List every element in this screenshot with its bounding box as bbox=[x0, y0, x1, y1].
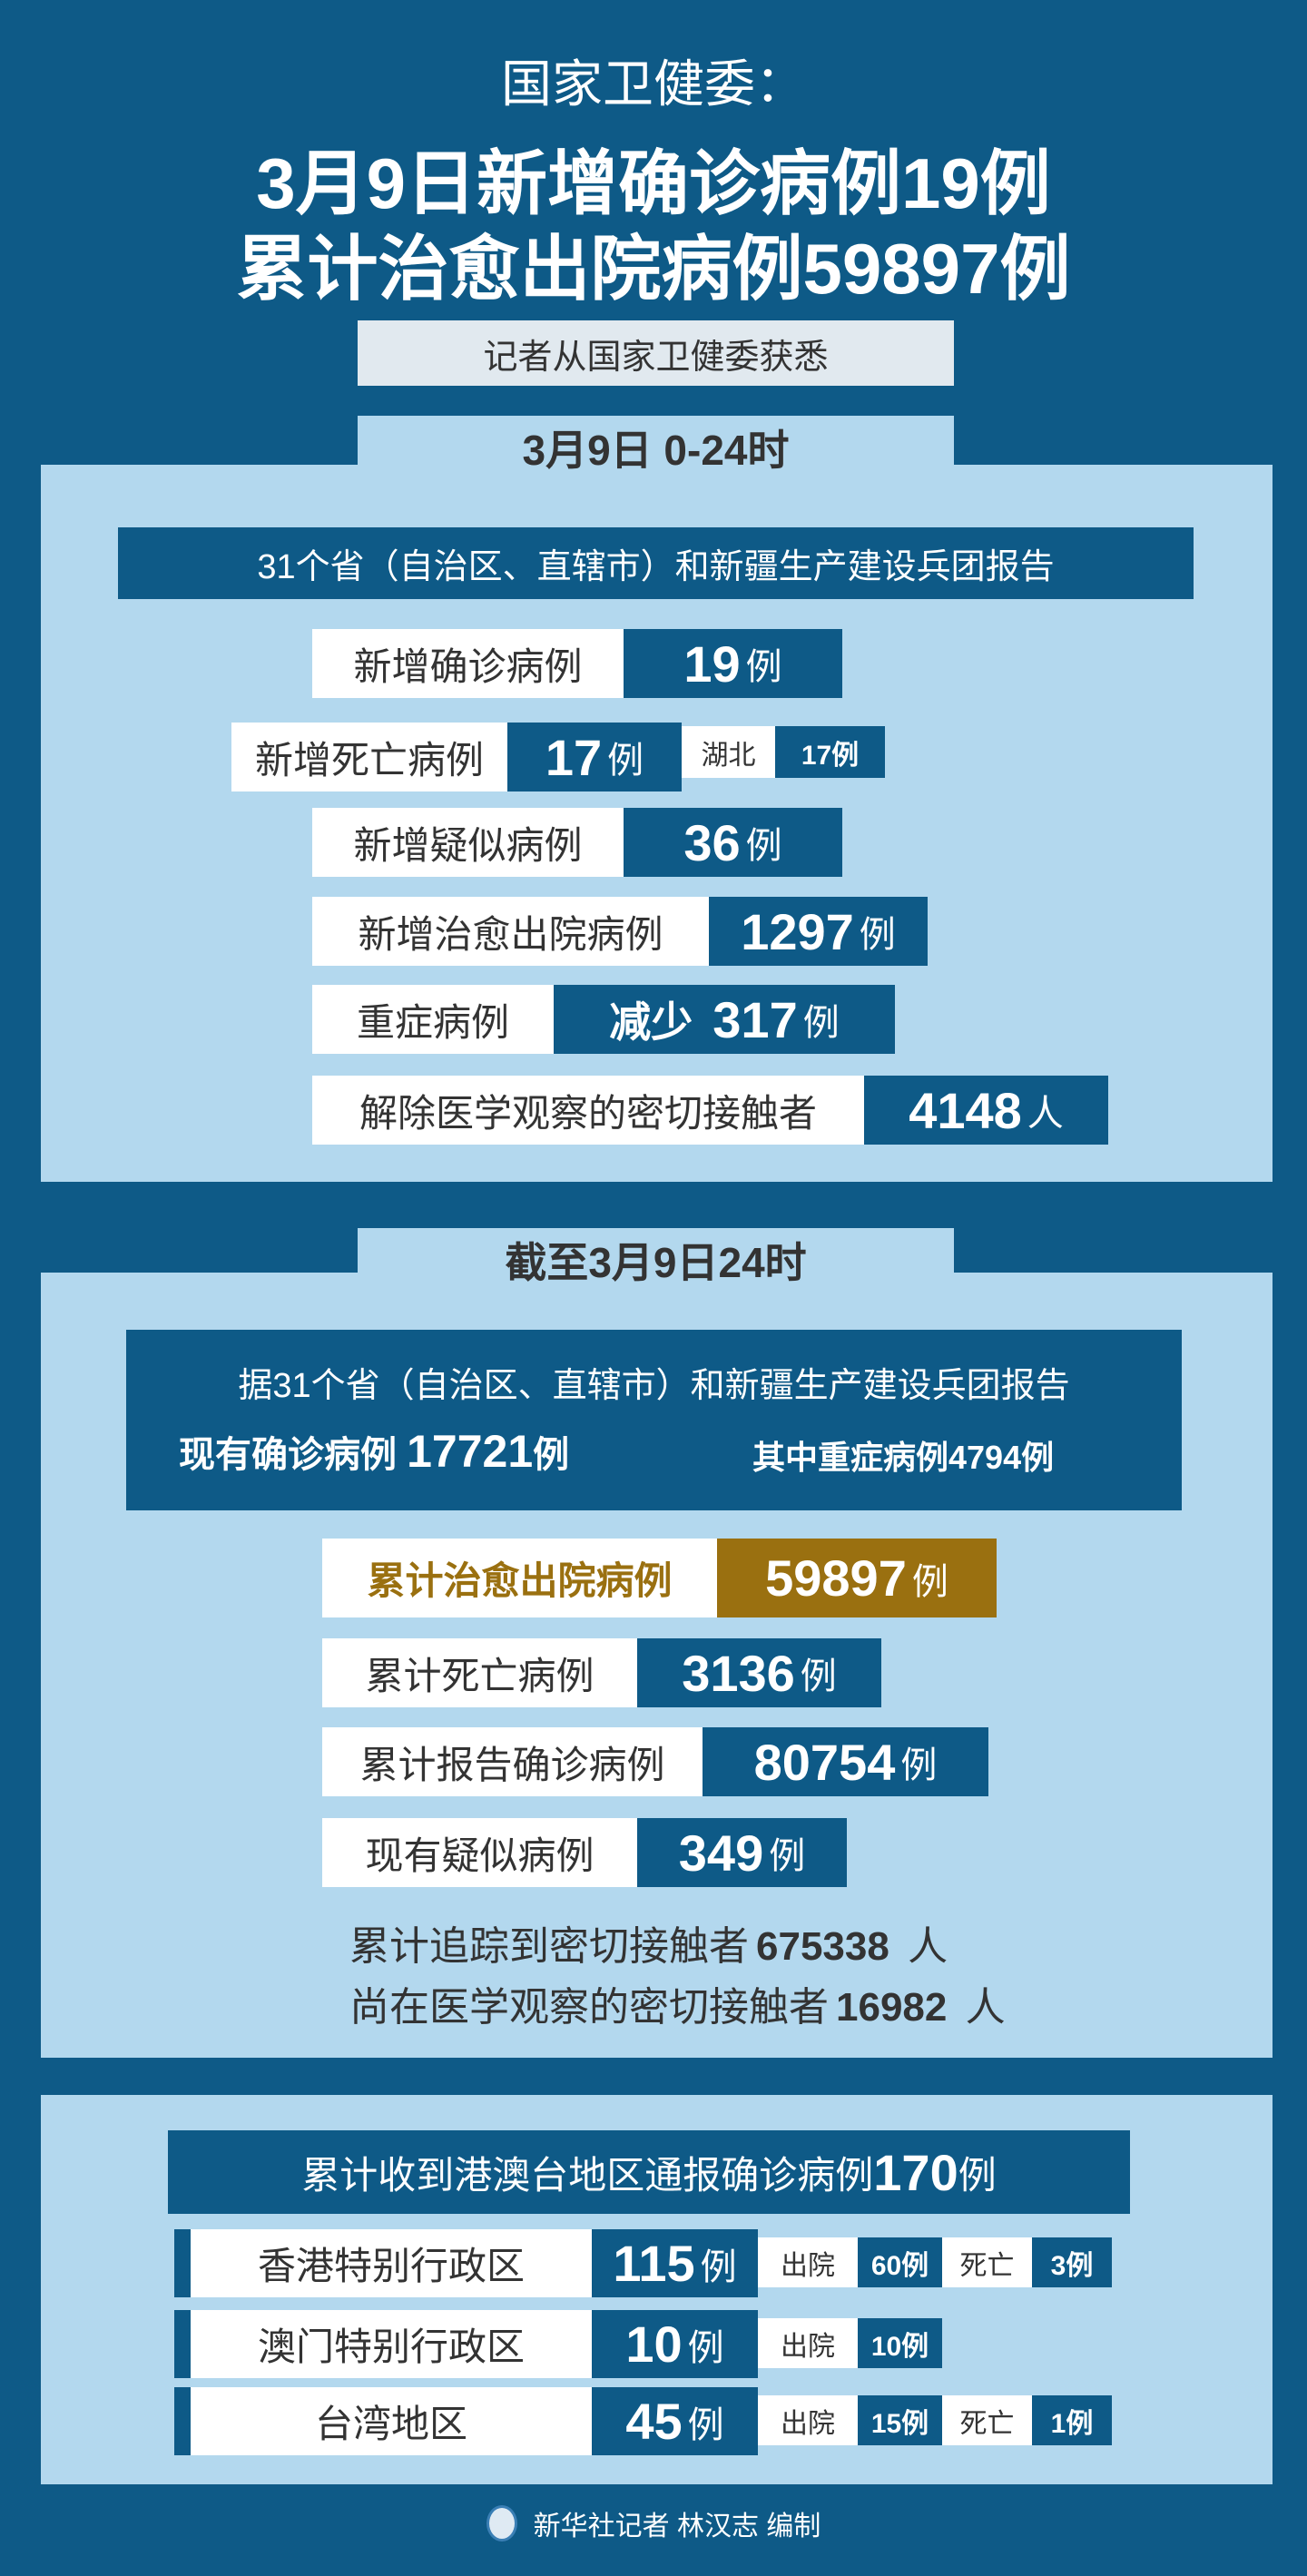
regions-banner-text: 累计收到港澳台地区通报确诊病例 bbox=[301, 2153, 874, 2197]
contacts-traced-label: 累计追踪到密切接触者 bbox=[349, 1924, 749, 1969]
death-value: 3例 bbox=[1032, 2237, 1112, 2287]
region-accent-bar bbox=[174, 2387, 191, 2455]
daily-row-unit: 例 bbox=[745, 826, 782, 866]
daily-row-value: 19 bbox=[683, 634, 741, 693]
cumulative-row-label: 累计死亡病例 bbox=[322, 1638, 637, 1707]
regions-banner: 累计收到港澳台地区通报确诊病例 170 例 bbox=[168, 2130, 1130, 2214]
region-value-box: 45 例 bbox=[592, 2387, 758, 2455]
discharged-value: 60例 bbox=[858, 2237, 942, 2287]
discharged-label: 出院 bbox=[758, 2318, 858, 2368]
contacts-traced-unit: 人 bbox=[908, 1924, 948, 1969]
daily-row-value-box: 1297 例 bbox=[709, 897, 928, 966]
cumulative-banner: 据31个省（自治区、直辖市）和新疆生产建设兵团报告 现有确诊病例 17721例 … bbox=[126, 1330, 1182, 1510]
headline-1: 3月9日新增确诊病例19例 bbox=[256, 143, 1051, 223]
daily-row-unit: 例 bbox=[802, 1003, 840, 1043]
daily-row-label: 解除医学观察的密切接触者 bbox=[312, 1076, 864, 1145]
cumulative-tab: 截至3月9日24时 bbox=[358, 1228, 954, 1292]
discharged-label: 出院 bbox=[758, 2237, 858, 2287]
xinhua-logo-icon bbox=[486, 2505, 517, 2542]
death-value: 1例 bbox=[1032, 2395, 1112, 2445]
region-unit: 例 bbox=[687, 2404, 724, 2445]
discharged-value: 10例 bbox=[858, 2318, 942, 2368]
cumulative-row-label: 现有疑似病例 bbox=[322, 1818, 637, 1887]
daily-row-label: 新增治愈出院病例 bbox=[312, 897, 709, 966]
discharged-value: 15例 bbox=[858, 2395, 942, 2445]
headline-2: 累计治愈出院病例59897例 bbox=[236, 229, 1071, 309]
contacts-observed-label: 尚在医学观察的密切接触者 bbox=[349, 1985, 829, 2030]
daily-row-value: 1297 bbox=[741, 902, 854, 960]
death-label: 死亡 bbox=[942, 2237, 1032, 2287]
daily-row-value-box: 36 例 bbox=[624, 808, 842, 877]
daily-row-label: 新增死亡病例 bbox=[231, 723, 507, 791]
contacts-observed-unit: 人 bbox=[965, 1985, 1006, 2030]
current-value: 17721 bbox=[407, 1426, 534, 1477]
cumulative-row-value-box: 80754 例 bbox=[703, 1727, 988, 1796]
cumulative-row-unit: 例 bbox=[800, 1657, 837, 1696]
region-name: 香港特别行政区 bbox=[191, 2229, 592, 2297]
cumulative-row-unit: 例 bbox=[769, 1836, 806, 1876]
region-accent-bar bbox=[174, 2229, 191, 2297]
region-value-box: 115 例 bbox=[592, 2229, 758, 2297]
daily-banner: 31个省（自治区、直辖市）和新疆生产建设兵团报告 bbox=[118, 527, 1194, 599]
daily-row-unit: 例 bbox=[859, 915, 896, 955]
region-value-box: 10 例 bbox=[592, 2310, 758, 2378]
cumulative-row-unit: 例 bbox=[911, 1561, 948, 1602]
cumulative-row-value: 3136 bbox=[682, 1644, 795, 1702]
region-value: 45 bbox=[625, 2393, 683, 2450]
contacts-traced-value: 675338 bbox=[756, 1924, 889, 1969]
region-unit: 例 bbox=[687, 2327, 724, 2368]
daily-row-value: 36 bbox=[683, 813, 741, 871]
cumulative-row-label: 累计报告确诊病例 bbox=[322, 1727, 703, 1796]
daily-tab: 3月9日 0-24时 bbox=[358, 416, 954, 479]
daily-row-label: 新增确诊病例 bbox=[312, 629, 624, 698]
severe-count: 其中重症病例4794例 bbox=[752, 1439, 1055, 1476]
daily-row-value: 4148 bbox=[909, 1081, 1022, 1139]
region-accent-bar bbox=[174, 2310, 191, 2378]
regions-banner-unit: 例 bbox=[958, 2153, 997, 2197]
daily-row-value: 17 bbox=[545, 728, 603, 786]
region-name: 台湾地区 bbox=[191, 2387, 592, 2455]
daily-row-value-box: 17 例 bbox=[507, 723, 682, 791]
cumulative-row-unit: 例 bbox=[900, 1745, 938, 1785]
cumulative-banner-text: 据31个省（自治区、直辖市）和新疆生产建设兵团报告 bbox=[238, 1367, 1070, 1405]
current-label: 现有确诊病例 bbox=[179, 1435, 397, 1475]
cumulative-row-label: 累计治愈出院病例 bbox=[322, 1539, 717, 1617]
daily-row-label: 重症病例 bbox=[312, 985, 554, 1054]
severe-change-label: 减少 bbox=[609, 998, 693, 1046]
footer-credit: 新华社记者 林汉志 编制 bbox=[533, 2512, 821, 2542]
daily-row-unit: 例 bbox=[745, 647, 782, 687]
region-unit: 例 bbox=[700, 2247, 737, 2287]
daily-row-value-box: 19 例 bbox=[624, 629, 842, 698]
region-value: 10 bbox=[625, 2315, 683, 2373]
hubei-value: 17例 bbox=[775, 726, 885, 778]
daily-row-value: 317 bbox=[712, 990, 798, 1048]
cumulative-row-value-box: 3136 例 bbox=[637, 1638, 881, 1707]
cumulative-row-value-box: 59897 例 bbox=[717, 1539, 997, 1617]
footer: 新华社记者 林汉志 编制 bbox=[0, 2503, 1307, 2543]
daily-row-value-box: 减少 317 例 bbox=[554, 985, 895, 1054]
hubei-label: 湖北 bbox=[682, 726, 775, 778]
cumulative-row-value: 59897 bbox=[765, 1549, 907, 1607]
daily-row-value-box: 4148 人 bbox=[864, 1076, 1108, 1145]
current-unit: 例 bbox=[533, 1435, 570, 1475]
source-title: 国家卫健委： bbox=[501, 55, 806, 113]
daily-row-label: 新增疑似病例 bbox=[312, 808, 624, 877]
discharged-label: 出院 bbox=[758, 2395, 858, 2445]
death-label: 死亡 bbox=[942, 2395, 1032, 2445]
subtitle-box: 记者从国家卫健委获悉 bbox=[358, 320, 954, 386]
region-value: 115 bbox=[613, 2235, 695, 2292]
daily-row-unit: 例 bbox=[607, 741, 644, 781]
region-name: 澳门特别行政区 bbox=[191, 2310, 592, 2378]
regions-banner-value: 170 bbox=[873, 2143, 958, 2201]
cumulative-row-value-box: 349 例 bbox=[637, 1818, 847, 1887]
cumulative-row-value: 349 bbox=[678, 1824, 764, 1882]
contacts-observed-value: 16982 bbox=[836, 1985, 948, 2030]
cumulative-row-value: 80754 bbox=[753, 1733, 896, 1791]
daily-row-unit: 人 bbox=[1027, 1094, 1064, 1134]
